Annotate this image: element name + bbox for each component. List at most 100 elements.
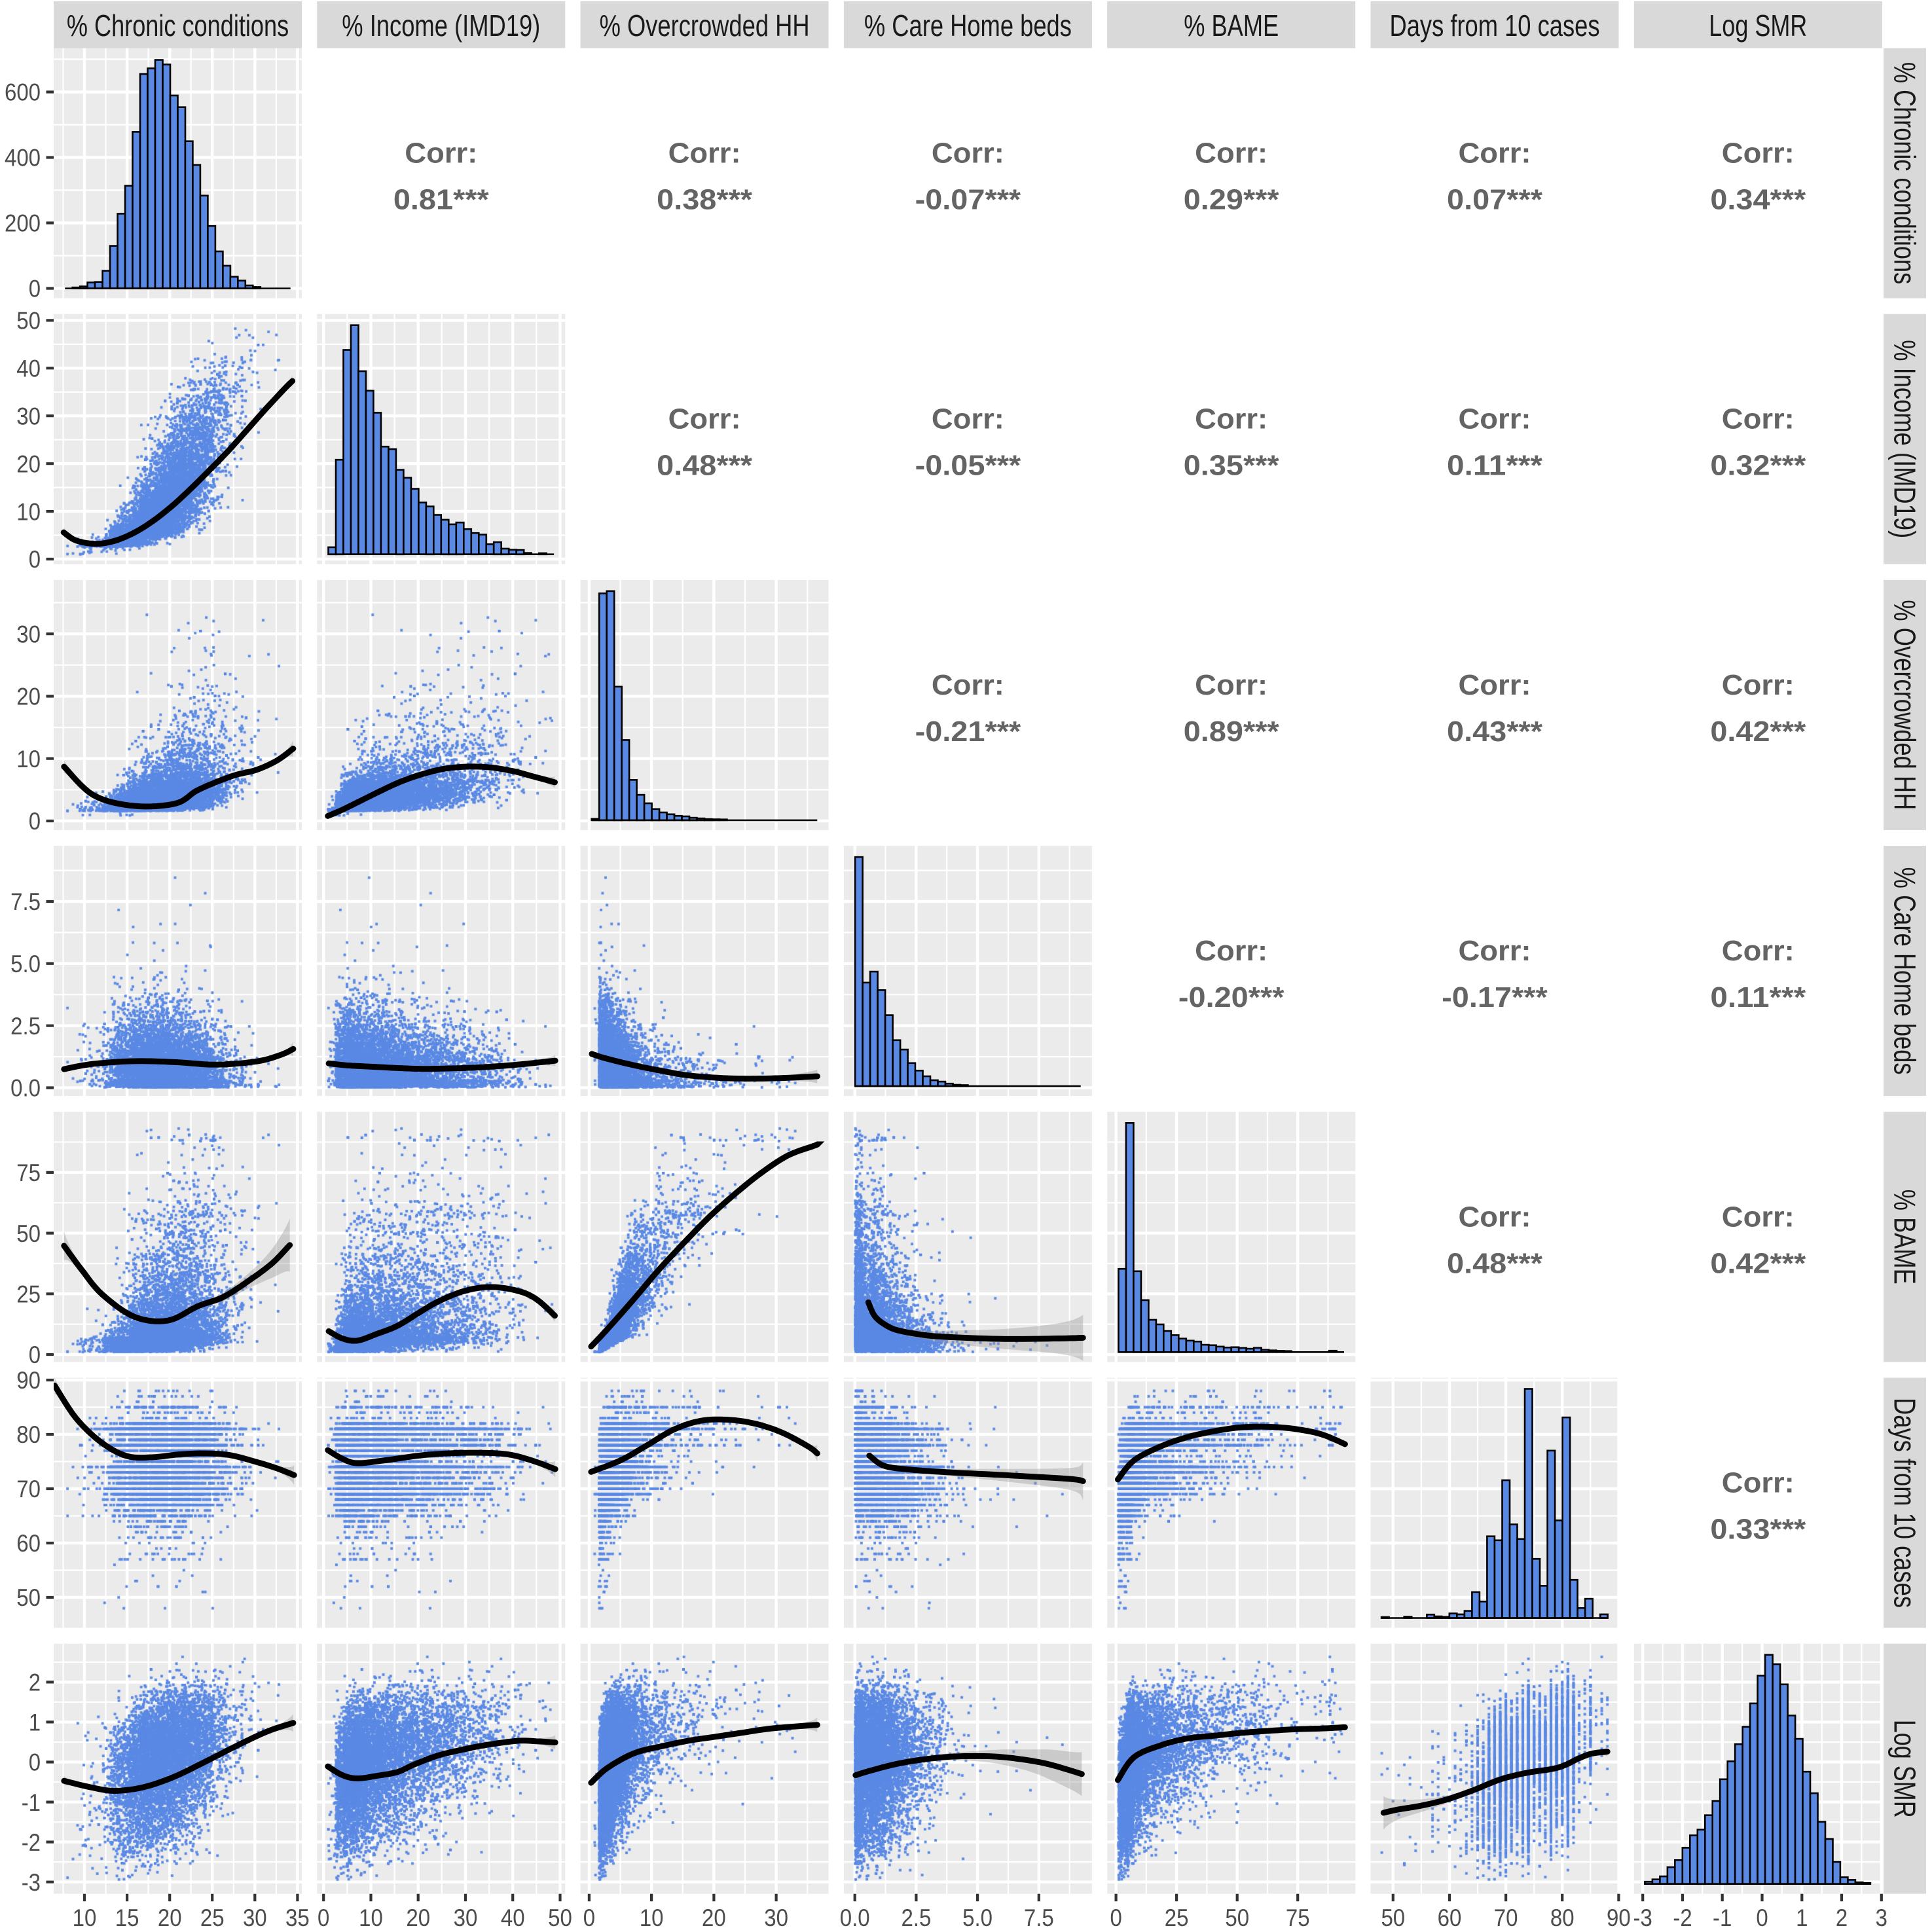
svg-text:0.29***: 0.29*** — [1184, 184, 1280, 216]
svg-text:30: 30 — [454, 1904, 478, 1928]
svg-text:0.0: 0.0 — [10, 1074, 41, 1102]
svg-text:10: 10 — [16, 745, 41, 773]
svg-text:20: 20 — [16, 450, 41, 477]
svg-text:% Care Home beds: % Care Home beds — [1888, 867, 1922, 1075]
svg-text:50: 50 — [16, 307, 41, 335]
svg-text:600: 600 — [5, 79, 41, 106]
svg-text:Corr:: Corr: — [1459, 669, 1531, 701]
svg-text:0.48***: 0.48*** — [1447, 1247, 1543, 1279]
svg-text:3: 3 — [1876, 1904, 1887, 1928]
svg-text:Corr:: Corr: — [1722, 1201, 1795, 1233]
svg-text:25: 25 — [16, 1281, 41, 1308]
svg-text:15: 15 — [115, 1904, 139, 1928]
svg-text:0.42***: 0.42*** — [1710, 716, 1806, 748]
svg-text:90: 90 — [1607, 1904, 1631, 1928]
svg-text:25: 25 — [200, 1904, 225, 1928]
svg-text:% Chronic conditions: % Chronic conditions — [1888, 62, 1922, 284]
svg-text:10: 10 — [640, 1904, 664, 1928]
svg-text:Days from 10 cases: Days from 10 cases — [1888, 1398, 1922, 1608]
svg-text:Corr:: Corr: — [1459, 935, 1531, 967]
svg-text:Corr:: Corr: — [1195, 403, 1267, 435]
svg-text:0.0: 0.0 — [840, 1904, 870, 1928]
svg-text:0.33***: 0.33*** — [1710, 1514, 1806, 1546]
svg-text:Corr:: Corr: — [1722, 669, 1795, 701]
svg-text:0.81***: 0.81*** — [393, 184, 490, 216]
svg-text:5.0: 5.0 — [962, 1904, 993, 1928]
svg-text:Corr:: Corr: — [1459, 1201, 1531, 1233]
svg-text:25: 25 — [1165, 1904, 1189, 1928]
svg-text:7.5: 7.5 — [1024, 1904, 1054, 1928]
svg-text:50: 50 — [1225, 1904, 1249, 1928]
svg-text:5.0: 5.0 — [10, 950, 41, 977]
svg-text:Corr:: Corr: — [1459, 403, 1531, 435]
svg-text:20: 20 — [702, 1904, 726, 1928]
svg-text:-1: -1 — [22, 1789, 41, 1816]
svg-text:Corr:: Corr: — [405, 137, 477, 170]
svg-text:0: 0 — [1110, 1904, 1121, 1928]
svg-text:90: 90 — [16, 1366, 41, 1394]
svg-text:60: 60 — [16, 1529, 41, 1557]
svg-text:% Income (IMD19): % Income (IMD19) — [342, 9, 540, 43]
svg-text:10: 10 — [73, 1904, 97, 1928]
svg-text:Corr:: Corr: — [932, 669, 1004, 701]
svg-text:30: 30 — [16, 620, 41, 647]
svg-text:1: 1 — [29, 1709, 41, 1736]
svg-text:-3: -3 — [22, 1868, 41, 1896]
svg-text:75: 75 — [16, 1159, 41, 1186]
svg-text:Log SMR: Log SMR — [1888, 1720, 1922, 1818]
svg-text:80: 80 — [16, 1421, 41, 1448]
svg-text:0.07***: 0.07*** — [1447, 184, 1543, 216]
svg-text:0.32***: 0.32*** — [1710, 450, 1806, 482]
svg-text:% Overcrowded HH: % Overcrowded HH — [1888, 600, 1922, 810]
svg-text:Corr:: Corr: — [1722, 137, 1795, 170]
svg-text:0.11***: 0.11*** — [1710, 981, 1806, 1013]
svg-text:Log SMR: Log SMR — [1709, 9, 1807, 43]
svg-text:Corr:: Corr: — [932, 403, 1004, 435]
svg-text:20: 20 — [158, 1904, 182, 1928]
svg-text:-0.21***: -0.21*** — [915, 716, 1022, 748]
svg-text:Days from 10 cases: Days from 10 cases — [1390, 9, 1600, 43]
svg-text:Corr:: Corr: — [1722, 403, 1795, 435]
svg-text:400: 400 — [5, 144, 41, 172]
svg-text:35: 35 — [285, 1904, 310, 1928]
svg-text:50: 50 — [16, 1220, 41, 1247]
svg-text:50: 50 — [548, 1904, 572, 1928]
svg-text:0.89***: 0.89*** — [1184, 716, 1280, 748]
svg-text:75: 75 — [1286, 1904, 1310, 1928]
svg-text:-2: -2 — [22, 1828, 41, 1856]
svg-text:Corr:: Corr: — [668, 403, 741, 435]
svg-text:30: 30 — [243, 1904, 267, 1928]
svg-text:% Chronic conditions: % Chronic conditions — [67, 9, 289, 43]
svg-text:-0.17***: -0.17*** — [1442, 981, 1548, 1013]
svg-text:1: 1 — [1796, 1904, 1808, 1928]
svg-text:-0.07***: -0.07*** — [915, 184, 1022, 216]
svg-text:0.34***: 0.34*** — [1710, 184, 1806, 216]
svg-text:% BAME: % BAME — [1888, 1190, 1922, 1284]
svg-text:Corr:: Corr: — [932, 137, 1004, 170]
svg-text:70: 70 — [16, 1475, 41, 1502]
svg-text:0.38***: 0.38*** — [657, 184, 753, 216]
svg-text:Corr:: Corr: — [1195, 669, 1267, 701]
svg-text:30: 30 — [16, 402, 41, 429]
svg-text:0.35***: 0.35*** — [1184, 450, 1280, 482]
svg-text:-1: -1 — [1713, 1904, 1732, 1928]
svg-text:50: 50 — [16, 1584, 41, 1611]
svg-text:50: 50 — [1381, 1904, 1405, 1928]
svg-text:200: 200 — [5, 209, 41, 237]
svg-text:0.48***: 0.48*** — [657, 450, 753, 482]
svg-text:-0.05***: -0.05*** — [915, 450, 1022, 482]
svg-text:10: 10 — [16, 498, 41, 525]
svg-text:40: 40 — [501, 1904, 525, 1928]
svg-text:Corr:: Corr: — [1722, 935, 1795, 967]
svg-text:% Income (IMD19): % Income (IMD19) — [1888, 340, 1922, 538]
svg-text:2.5: 2.5 — [10, 1012, 41, 1040]
svg-text:% Care Home beds: % Care Home beds — [864, 9, 1072, 43]
svg-text:0: 0 — [318, 1904, 329, 1928]
svg-text:0: 0 — [29, 1749, 41, 1776]
svg-text:2: 2 — [1836, 1904, 1848, 1928]
svg-text:0.42***: 0.42*** — [1710, 1247, 1806, 1279]
svg-text:30: 30 — [764, 1904, 788, 1928]
svg-text:2: 2 — [29, 1669, 41, 1696]
svg-text:2.5: 2.5 — [901, 1904, 931, 1928]
svg-text:0: 0 — [29, 275, 41, 302]
